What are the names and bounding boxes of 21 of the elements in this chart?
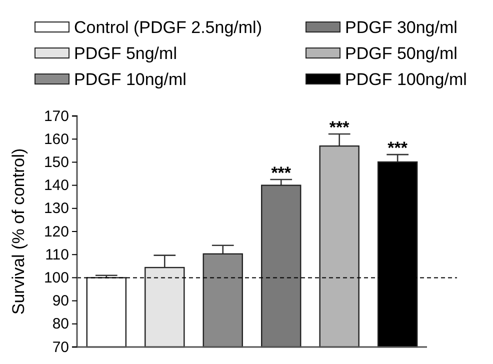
y-tick-label: 90 [52,292,69,310]
legend-label: Control (PDGF 2.5ng/ml) [74,18,262,37]
y-tick-label: 100 [44,270,69,286]
y-tick-label: 140 [44,177,69,194]
annotation: *** [271,164,292,183]
annotation: *** [329,118,350,138]
legend-label: PDGF 5ng/ml [74,44,177,63]
y-tick-label: 70 [52,338,69,356]
legend-label: PDGF 30ng/ml [345,18,458,37]
legend-label: PDGF 10ng/ml [74,70,186,89]
y-tick-label: 110 [45,246,69,264]
legend-label: PDGF 50ng/ml [345,44,458,63]
y-tick-label: 80 [52,316,69,333]
legend-label: PDGF 100ng/ml [345,70,467,89]
annotation: *** [388,138,408,158]
y-tick-label: 130 [44,200,69,218]
y-tick-label: 150 [44,154,69,171]
y-tick-label: 170 [44,108,69,125]
y-axis-title: Survival (% of control) [9,148,28,315]
y-tick-label: 160 [44,130,69,148]
y-tick-label: 120 [44,223,69,240]
